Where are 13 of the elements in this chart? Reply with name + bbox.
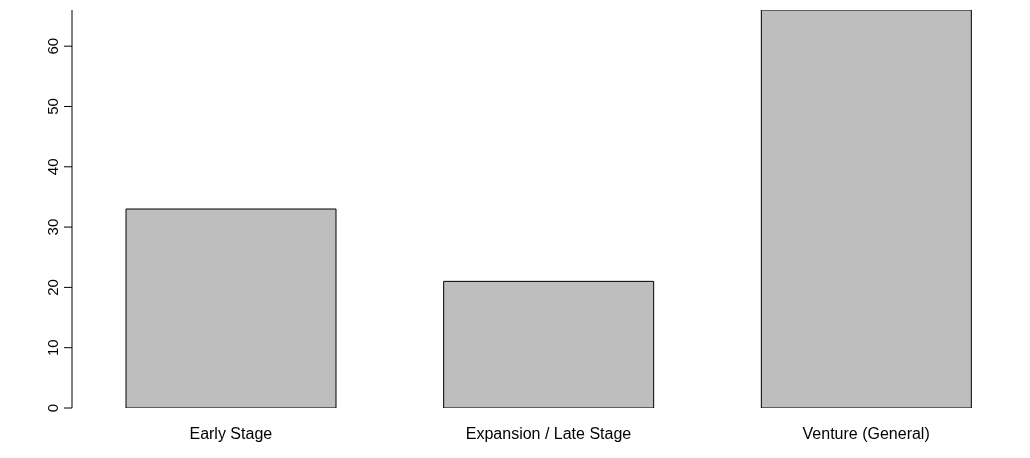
x-tick-label: Expansion / Late Stage <box>465 425 632 443</box>
y-tick-label: 30 <box>44 218 61 236</box>
y-tick-label: 10 <box>44 339 61 357</box>
y-tick-label: 50 <box>44 98 61 115</box>
x-tick-label: Venture (General) <box>802 425 930 443</box>
y-tick-label: 60 <box>44 37 61 55</box>
bar <box>125 208 337 408</box>
y-tick-label: 40 <box>44 158 61 176</box>
bar <box>760 10 972 408</box>
bar <box>443 280 655 408</box>
y-tick-label: 0 <box>44 403 61 413</box>
x-tick-label: Early Stage <box>189 425 273 443</box>
y-tick-label: 20 <box>44 279 61 296</box>
